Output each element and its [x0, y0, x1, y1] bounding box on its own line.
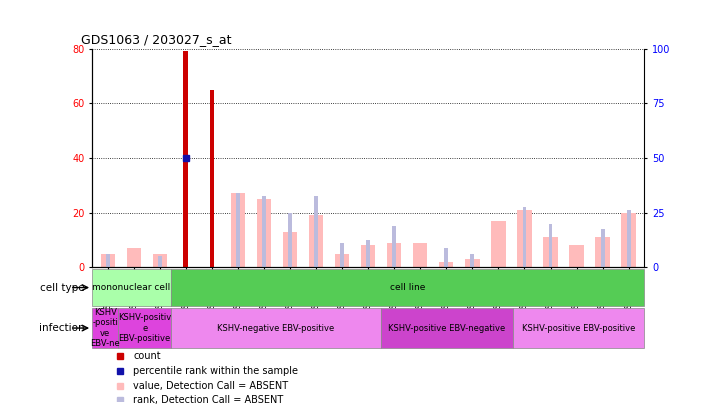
Bar	[158, 256, 161, 267]
Bar	[105, 254, 110, 267]
Bar	[439, 262, 453, 267]
Bar	[171, 269, 644, 306]
Text: GDS1063 / 203027_s_at: GDS1063 / 203027_s_at	[81, 33, 232, 46]
Text: KSHV-negative EBV-positive: KSHV-negative EBV-positive	[217, 324, 335, 333]
Bar	[595, 237, 610, 267]
Bar	[288, 213, 292, 267]
Bar	[392, 226, 396, 267]
Bar	[210, 90, 215, 267]
Bar	[118, 308, 171, 348]
Bar	[627, 210, 631, 267]
Bar	[491, 221, 506, 267]
Text: KSHV
-positi
ve
EBV-ne: KSHV -positi ve EBV-ne	[91, 308, 120, 348]
Bar	[231, 194, 245, 267]
Text: cell line: cell line	[390, 283, 426, 292]
Bar	[236, 194, 240, 267]
Bar	[413, 243, 428, 267]
Text: KSHV-positive EBV-negative: KSHV-positive EBV-negative	[389, 324, 506, 333]
Bar	[340, 243, 344, 267]
Bar	[127, 248, 141, 267]
Bar	[92, 308, 118, 348]
Bar	[549, 224, 552, 267]
Bar	[622, 213, 636, 267]
Bar	[382, 308, 513, 348]
Bar	[283, 232, 297, 267]
Bar	[257, 199, 271, 267]
Bar	[543, 237, 558, 267]
Text: mononuclear cell: mononuclear cell	[92, 283, 171, 292]
Bar	[513, 308, 644, 348]
Text: infection: infection	[40, 323, 85, 333]
Text: cell type: cell type	[40, 283, 85, 292]
Text: count: count	[134, 351, 161, 361]
Bar	[470, 254, 474, 267]
Bar	[569, 245, 583, 267]
Bar	[361, 245, 375, 267]
Bar	[387, 243, 401, 267]
Bar	[600, 229, 605, 267]
Text: KSHV-positiv
e
EBV-positive: KSHV-positiv e EBV-positive	[118, 313, 171, 343]
Text: KSHV-positive EBV-positive: KSHV-positive EBV-positive	[522, 324, 635, 333]
Bar	[309, 215, 324, 267]
Bar	[183, 51, 188, 267]
Bar	[153, 254, 167, 267]
Bar	[465, 259, 479, 267]
Bar	[335, 254, 349, 267]
Bar	[262, 196, 266, 267]
Bar	[171, 308, 382, 348]
Bar	[314, 196, 318, 267]
Bar	[445, 248, 448, 267]
Bar	[366, 240, 370, 267]
Bar	[101, 254, 115, 267]
Text: rank, Detection Call = ABSENT: rank, Detection Call = ABSENT	[134, 395, 284, 405]
Bar	[523, 207, 527, 267]
Text: value, Detection Call = ABSENT: value, Detection Call = ABSENT	[134, 381, 289, 391]
Bar	[518, 210, 532, 267]
Text: percentile rank within the sample: percentile rank within the sample	[134, 366, 299, 376]
Bar	[92, 269, 171, 306]
